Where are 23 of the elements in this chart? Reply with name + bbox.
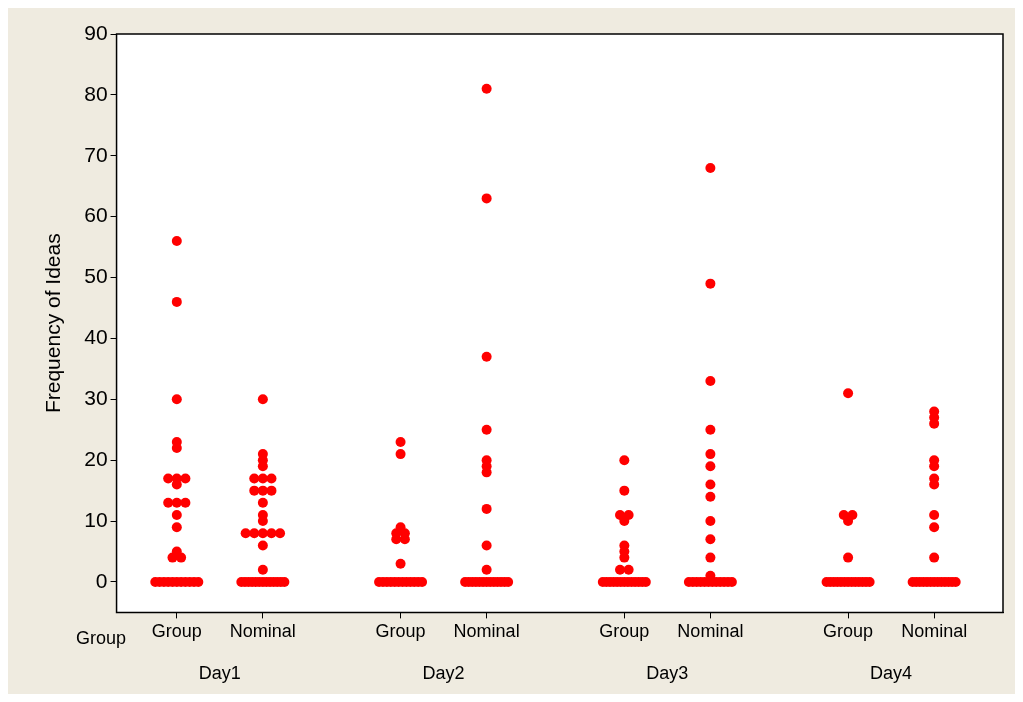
x-tick-label: Nominal	[229, 621, 296, 642]
y-tick-label: 50	[84, 264, 108, 288]
y-tick-label: 40	[84, 325, 108, 349]
x-tick-label: Group	[823, 621, 874, 642]
x-tick-label: Nominal	[453, 621, 520, 642]
x-tick-label: Group	[375, 621, 426, 642]
x-tick-label: Nominal	[677, 621, 744, 642]
y-tick-label: 70	[84, 142, 108, 166]
y-tick-label: 80	[84, 81, 108, 105]
y-tick-label: 0	[95, 568, 108, 592]
x-tick-label: Group	[599, 621, 650, 642]
y-tick-label: 10	[84, 507, 108, 531]
y-tick-label: 20	[84, 446, 108, 470]
x-tick-label: Nominal	[901, 621, 968, 642]
text: Day4	[870, 663, 913, 684]
text: Day3	[646, 663, 689, 684]
text: Day2	[422, 663, 465, 684]
y-tick-label: 90	[84, 20, 108, 44]
y-tick-label: 60	[84, 203, 108, 227]
x-tick-label: Group	[151, 621, 202, 642]
text: Day1	[198, 663, 241, 684]
y-axis-title: Frequency of Ideas	[41, 233, 65, 414]
y-tick-label: 30	[84, 386, 108, 410]
